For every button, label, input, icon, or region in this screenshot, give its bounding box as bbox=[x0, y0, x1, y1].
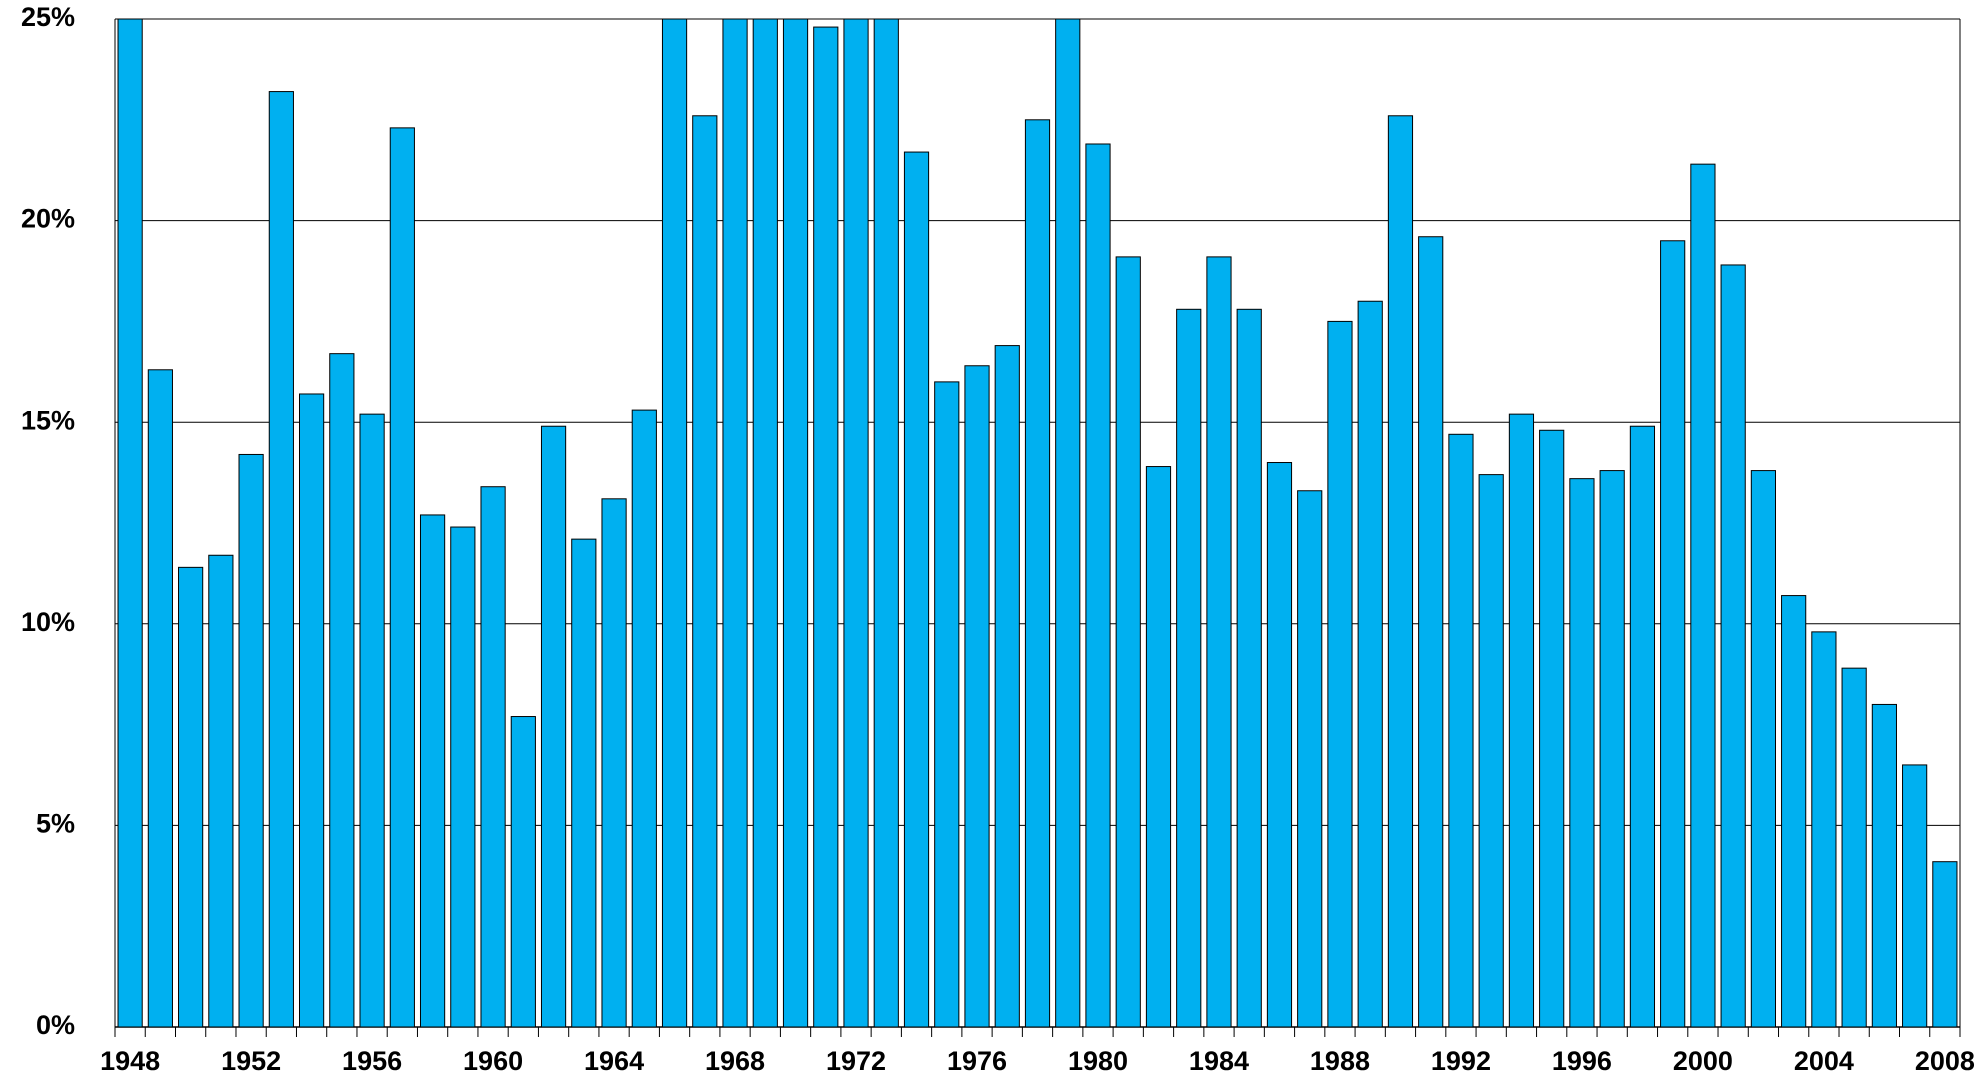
bar bbox=[722, 18, 748, 1028]
bar bbox=[1236, 308, 1262, 1028]
bar bbox=[540, 425, 567, 1028]
bar bbox=[238, 453, 264, 1028]
bar bbox=[359, 413, 385, 1028]
x-tick-label: 1984 bbox=[1189, 1046, 1249, 1076]
bar bbox=[1478, 474, 1504, 1028]
bar bbox=[1599, 470, 1625, 1028]
x-tick-label: 2004 bbox=[1794, 1046, 1854, 1076]
bar bbox=[1781, 595, 1807, 1028]
bar bbox=[1508, 413, 1535, 1028]
bar bbox=[1629, 425, 1656, 1028]
bar bbox=[147, 369, 173, 1028]
bar bbox=[1811, 631, 1837, 1028]
x-tick-label: 1964 bbox=[584, 1046, 644, 1076]
x-tick-label: 2008 bbox=[1915, 1046, 1975, 1076]
bar bbox=[813, 26, 839, 1028]
x-tick-label: 2000 bbox=[1673, 1046, 1733, 1076]
bar bbox=[1660, 240, 1686, 1028]
bar bbox=[692, 115, 718, 1028]
bar bbox=[873, 18, 899, 1028]
x-tick-label: 1968 bbox=[705, 1046, 765, 1076]
bar bbox=[1539, 429, 1565, 1028]
bar bbox=[178, 566, 204, 1028]
bar bbox=[1387, 115, 1414, 1028]
bar bbox=[1871, 703, 1897, 1028]
bar bbox=[994, 345, 1020, 1028]
bar bbox=[1750, 470, 1776, 1028]
bar bbox=[1418, 236, 1444, 1028]
bar bbox=[1176, 308, 1202, 1028]
bar bbox=[934, 381, 960, 1028]
x-tick-label: 1980 bbox=[1068, 1046, 1128, 1076]
x-tick-label: 1992 bbox=[1431, 1046, 1491, 1076]
bar bbox=[329, 353, 355, 1028]
bar bbox=[1902, 764, 1928, 1028]
bar bbox=[601, 498, 627, 1028]
bar bbox=[389, 127, 415, 1028]
bar bbox=[1055, 18, 1081, 1028]
bar bbox=[510, 716, 536, 1028]
bar bbox=[571, 538, 597, 1028]
bar bbox=[843, 18, 869, 1028]
bar bbox=[299, 393, 325, 1028]
bar bbox=[1266, 462, 1293, 1028]
bar bbox=[1145, 466, 1172, 1028]
x-tick-label: 1972 bbox=[826, 1046, 886, 1076]
bar bbox=[1115, 256, 1141, 1028]
y-tick-label: 25% bbox=[21, 2, 75, 32]
bar bbox=[1720, 264, 1746, 1028]
bar bbox=[661, 18, 688, 1028]
x-tick-label: 1976 bbox=[947, 1046, 1007, 1076]
bar bbox=[903, 151, 930, 1028]
y-tick-label: 0% bbox=[36, 1010, 75, 1040]
x-tick-label: 1988 bbox=[1310, 1046, 1370, 1076]
bar bbox=[208, 554, 234, 1028]
y-tick-label: 15% bbox=[21, 405, 75, 435]
bar bbox=[1841, 667, 1867, 1028]
bar bbox=[964, 365, 990, 1028]
y-tick-label: 20% bbox=[21, 204, 75, 234]
bar bbox=[1690, 163, 1716, 1028]
bar bbox=[450, 526, 476, 1028]
bar bbox=[1085, 143, 1111, 1028]
bar bbox=[268, 91, 294, 1028]
bar bbox=[1569, 478, 1595, 1028]
x-tick-label: 1948 bbox=[100, 1046, 160, 1076]
bar bbox=[117, 18, 143, 1028]
x-tick-label: 1952 bbox=[221, 1046, 281, 1076]
bar bbox=[480, 486, 506, 1028]
x-tick-label: 1956 bbox=[342, 1046, 402, 1076]
bar bbox=[1206, 256, 1232, 1028]
y-tick-label: 5% bbox=[36, 809, 75, 839]
bar bbox=[631, 409, 657, 1028]
bar bbox=[419, 514, 446, 1028]
bar bbox=[1448, 433, 1474, 1028]
bar bbox=[1357, 300, 1383, 1028]
bar bbox=[1327, 320, 1353, 1028]
y-tick-label: 10% bbox=[21, 607, 75, 637]
x-tick-label: 1996 bbox=[1552, 1046, 1612, 1076]
x-tick-label: 1960 bbox=[463, 1046, 523, 1076]
bar bbox=[752, 18, 778, 1028]
bar bbox=[782, 18, 809, 1028]
bar bbox=[1297, 490, 1323, 1028]
bar bbox=[1932, 861, 1958, 1028]
bar bbox=[1024, 119, 1051, 1028]
